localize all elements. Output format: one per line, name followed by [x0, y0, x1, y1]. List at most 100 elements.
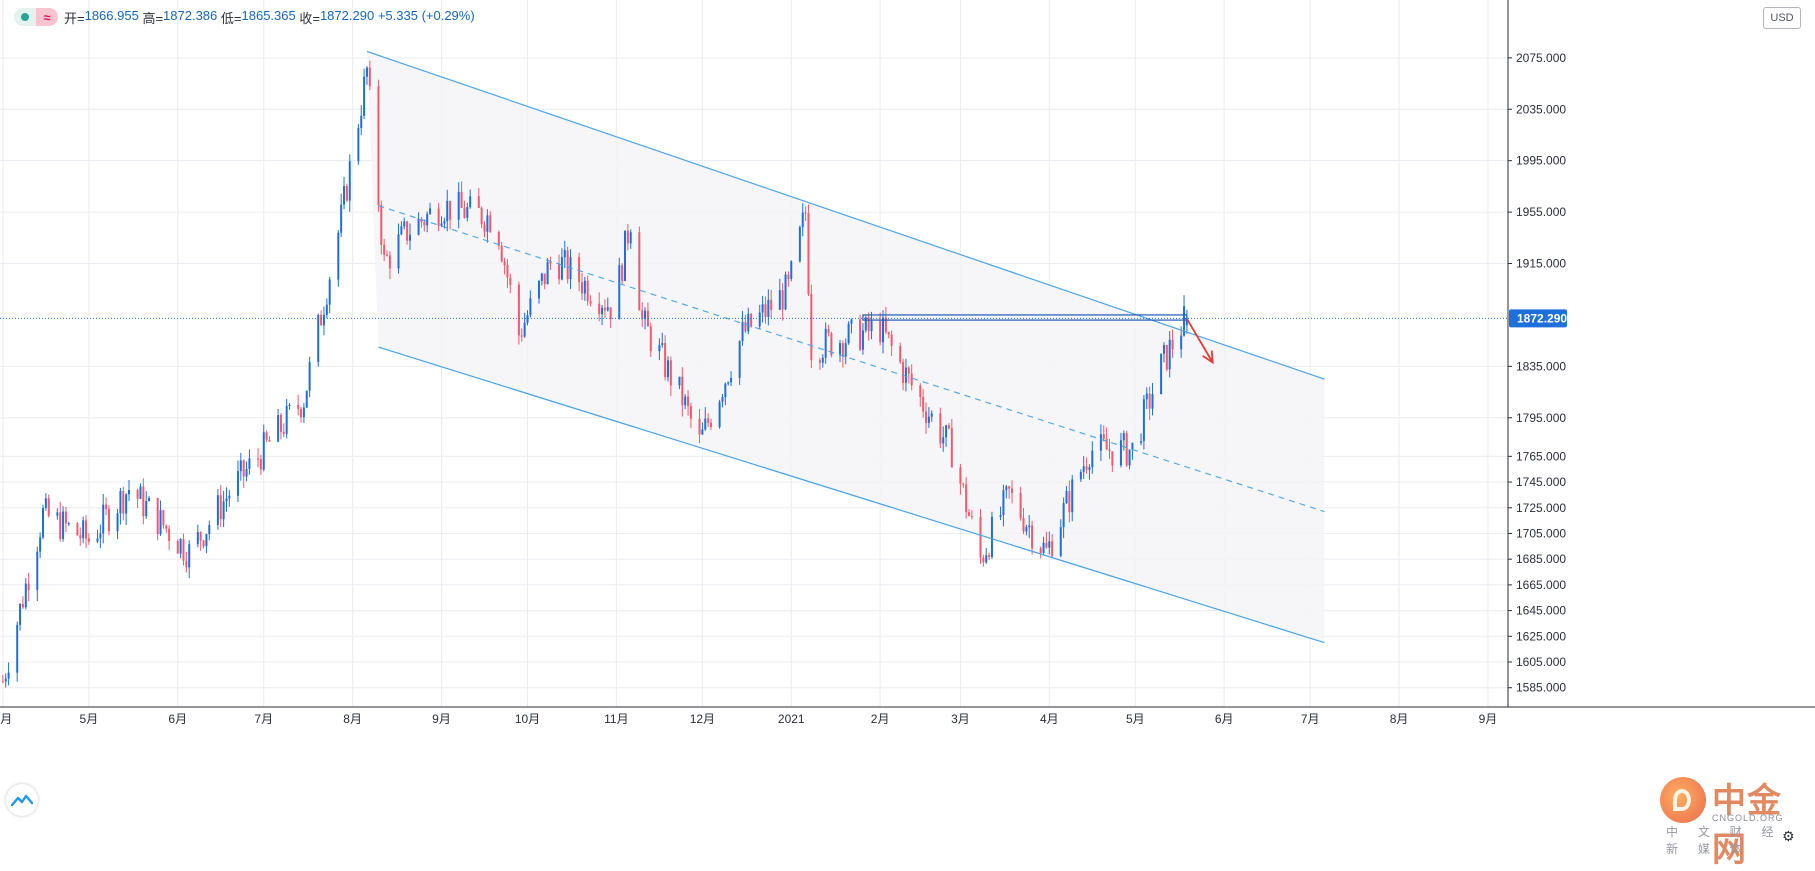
candle	[1168, 331, 1171, 378]
candle	[950, 419, 953, 468]
candle	[879, 312, 882, 346]
forecast-arrow[interactable]	[1186, 318, 1214, 363]
candle	[583, 276, 586, 301]
candle-body	[661, 343, 664, 346]
visibility-dot-icon[interactable]	[14, 8, 36, 26]
candle	[1125, 430, 1128, 468]
candle-body	[965, 484, 968, 513]
candle	[1008, 485, 1011, 499]
candle	[704, 407, 707, 431]
candle	[687, 390, 690, 416]
candle-body	[907, 367, 910, 374]
candle-body	[162, 510, 165, 526]
candle-body	[159, 510, 162, 535]
candle-body	[116, 513, 119, 532]
candle-body	[24, 583, 27, 608]
forecast-arrow-head[interactable]	[1202, 350, 1214, 365]
candle	[1048, 531, 1051, 555]
candle	[1022, 507, 1025, 535]
candle	[698, 409, 701, 444]
candle-body	[603, 307, 606, 311]
candle	[818, 357, 821, 370]
candle	[480, 206, 483, 229]
candle	[162, 509, 165, 529]
candle	[907, 366, 910, 384]
candle	[360, 105, 363, 136]
candle-body	[1160, 353, 1163, 395]
candle-body	[340, 204, 343, 233]
candle-body	[337, 232, 340, 280]
candle	[406, 220, 409, 245]
candle	[47, 494, 50, 518]
time-tick-label: 4月	[0, 712, 12, 726]
price-tick-label: 1835.000	[1516, 359, 1566, 373]
candle-body	[1168, 339, 1171, 370]
candle	[136, 488, 139, 508]
candle-body	[1145, 393, 1148, 400]
candle	[168, 525, 171, 551]
candle	[601, 305, 604, 326]
candle	[42, 504, 45, 540]
last-price-tag[interactable]	[1509, 309, 1567, 328]
candle	[526, 310, 529, 326]
tradingview-logo-icon[interactable]	[6, 784, 38, 816]
resistance-box[interactable]	[862, 314, 1188, 321]
candle-body	[560, 257, 563, 280]
time-tick-label: 2021	[778, 712, 805, 726]
candle-body	[245, 468, 248, 477]
candle-body	[380, 205, 383, 245]
channel-upper-line[interactable]	[366, 50, 1325, 380]
candle-body	[899, 345, 902, 363]
candle-body	[870, 321, 873, 332]
candle-body	[718, 401, 721, 427]
candle-body	[807, 213, 810, 295]
series-toggle[interactable]: ≈	[14, 8, 58, 26]
candle-body	[406, 221, 409, 241]
candle	[1119, 432, 1122, 468]
candle-body	[850, 319, 853, 324]
candle	[423, 219, 426, 232]
candle-body	[904, 367, 907, 383]
price-tick-label: 1745.000	[1516, 475, 1566, 489]
candle-body	[185, 560, 188, 568]
candle	[623, 230, 626, 282]
candle-body	[798, 227, 801, 262]
candle-body	[999, 515, 1002, 517]
settings-gear-icon[interactable]: ⚙	[1782, 828, 1795, 844]
candle	[408, 223, 411, 251]
candle	[721, 393, 724, 408]
close-value: 1872.290	[319, 7, 375, 23]
candle-body	[122, 490, 125, 514]
candle-body	[59, 512, 62, 539]
channel-middle-line[interactable]	[378, 205, 1325, 513]
candle	[308, 356, 311, 398]
candle	[483, 221, 486, 238]
candle	[784, 271, 787, 311]
candle-body	[589, 301, 592, 304]
candle	[543, 273, 546, 290]
candle	[517, 281, 520, 345]
chart-area[interactable]: 1585.000 1605.000 1625.000 1645.000 1665.000…	[0, 0, 1815, 847]
candle-body	[724, 383, 727, 398]
candle-body	[426, 213, 429, 226]
candle-body	[945, 425, 948, 438]
candle	[99, 524, 102, 549]
candle	[477, 188, 480, 209]
wave-icon[interactable]: ≈	[36, 8, 58, 26]
candle	[128, 479, 131, 502]
candle	[1059, 519, 1062, 558]
candle	[202, 539, 205, 549]
candle	[537, 279, 540, 304]
candlestick-chart[interactable]: 1585.000 1605.000 1625.000 1645.000 1665.000…	[0, 0, 1815, 847]
candle	[377, 79, 380, 212]
candle	[1042, 536, 1045, 556]
candle-body	[684, 396, 687, 406]
candle-body	[770, 299, 773, 310]
candle-body	[79, 535, 82, 539]
channel-lower-line[interactable]	[378, 346, 1325, 644]
currency-button[interactable]: USD	[1763, 7, 1801, 29]
candle	[968, 508, 971, 517]
candle-body	[804, 212, 807, 214]
candle	[1140, 433, 1143, 446]
candle	[357, 123, 360, 165]
